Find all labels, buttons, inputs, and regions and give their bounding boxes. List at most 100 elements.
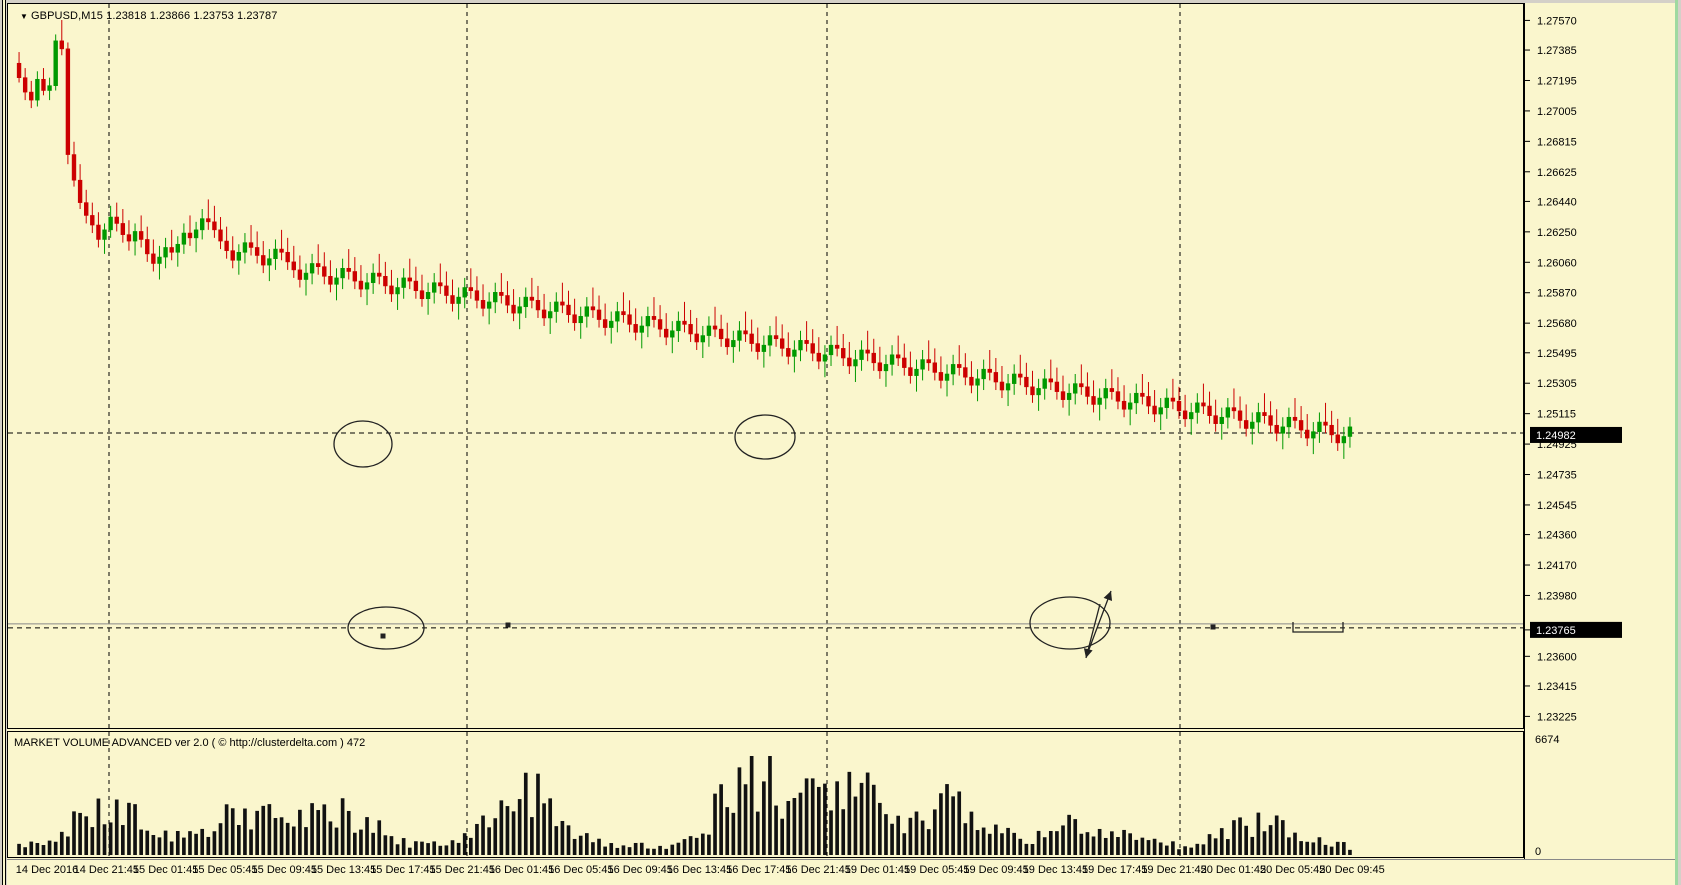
volume-bar: [1122, 829, 1126, 855]
volume-bar: [17, 843, 21, 855]
volume-bar: [816, 786, 821, 855]
volume-bar: [841, 809, 846, 855]
volume-bar: [1061, 825, 1065, 855]
volume-marker-3[interactable]: [1210, 624, 1216, 630]
volume-bar: [78, 812, 82, 855]
candle-body: [22, 77, 28, 93]
price-axis[interactable]: 1.27570 1.27385 1.27195 1.27005 1.26815 1.266…: [1524, 3, 1675, 859]
volume-bar: [450, 840, 455, 855]
price-chart-pane[interactable]: ▼ GBPUSD,M15 1.23818 1.23866 1.23753 1.23…: [7, 3, 1524, 729]
candle-body: [181, 232, 187, 245]
candle-body: [602, 319, 608, 328]
candle-body: [1115, 391, 1121, 402]
volume-bar: [627, 847, 632, 855]
volume-marker-1[interactable]: [380, 633, 386, 639]
volume-bar: [670, 844, 675, 855]
volume-marker-2[interactable]: [505, 622, 511, 628]
volume-bar: [249, 829, 253, 855]
volume-bar: [615, 847, 620, 855]
time-axis-label: 16 Dec 17:45: [726, 864, 792, 876]
time-axis-label: 16 Dec 01:45: [488, 864, 555, 876]
candle-body: [309, 263, 315, 274]
candle-body: [35, 78, 40, 101]
time-axis-label: 15 Dec 13:45: [310, 864, 377, 876]
candle-body: [1341, 436, 1347, 444]
volume-bar: [1158, 842, 1163, 855]
candle-body: [670, 330, 675, 338]
candle-body: [53, 40, 58, 86]
volume-bar: [1024, 843, 1029, 855]
volume-bar: [444, 845, 449, 855]
annotation-layer[interactable]: [333, 414, 1344, 659]
candle-body: [706, 325, 712, 336]
volume-bar: [1018, 838, 1023, 855]
swing-high-circle-2[interactable]: [734, 414, 796, 460]
candle-body: [1103, 388, 1108, 399]
candle-body: [560, 301, 565, 306]
volume-bar: [41, 845, 46, 855]
candlestick-series: [16, 20, 1353, 459]
volume-bar: [688, 836, 693, 855]
candle-body: [651, 316, 657, 320]
swing-low-circle-1[interactable]: [347, 606, 425, 650]
volume-bar: [1012, 832, 1017, 855]
volume-bar: [157, 837, 162, 855]
volume-bar: [1219, 828, 1224, 855]
chevron-down-icon[interactable]: ▼: [20, 11, 29, 21]
volume-bar: [530, 817, 534, 855]
volume-bar: [188, 831, 192, 855]
candle-body: [926, 359, 931, 364]
price-tick-label: 1.27005: [1537, 106, 1577, 118]
candle-body: [1109, 388, 1115, 392]
volume-bar: [468, 837, 473, 855]
volume-bar: [560, 820, 565, 855]
swing-high-circle-1[interactable]: [333, 420, 393, 468]
volume-bars: [17, 756, 1352, 855]
volume-bar: [908, 817, 913, 855]
volume-bar: [682, 839, 687, 855]
candle-body: [596, 309, 602, 320]
candle-body: [700, 335, 706, 343]
price-tick-label: 1.24545: [1537, 500, 1577, 512]
volume-bar: [1262, 831, 1267, 855]
volume-bar: [1110, 831, 1114, 855]
candle-body: [254, 247, 260, 256]
time-axis[interactable]: 14 Dec 2016 14 Dec 21:45 15 Dec 01:45 15 De…: [7, 859, 1675, 883]
window-left-border: [0, 0, 7, 885]
volume-bar: [133, 804, 137, 855]
candle-body: [1323, 421, 1328, 426]
volume-bar: [255, 810, 259, 855]
candle-body: [389, 285, 394, 295]
chart-symbol-ohlc: GBPUSD,M15 1.23818 1.23866 1.23753 1.237…: [31, 10, 278, 22]
candle-body: [505, 295, 510, 306]
volume-indicator-pane[interactable]: MARKET VOLUME ADVANCED ver 2.0 ( © http:…: [7, 731, 1524, 858]
candle-body: [1176, 400, 1182, 412]
volume-bar: [371, 832, 375, 855]
candle-body: [682, 320, 687, 325]
time-axis-label: 20 Dec 05:45: [1259, 864, 1326, 876]
swing-low-circle-2[interactable]: [1029, 596, 1111, 650]
candle-body: [370, 272, 376, 284]
candle-body: [1335, 434, 1340, 444]
buy-arrow[interactable]: [1087, 590, 1112, 653]
volume-bar: [487, 827, 491, 855]
candle-body: [511, 304, 516, 314]
candle-body: [908, 367, 913, 376]
candle-body: [859, 349, 864, 360]
volume-bar: [432, 841, 437, 855]
volume-bar: [920, 820, 925, 855]
volume-bar: [1329, 846, 1334, 855]
current-price-badge-0: [1530, 426, 1622, 443]
range-bracket[interactable]: [1292, 622, 1344, 633]
candle-body: [1347, 426, 1353, 437]
volume-bar: [1274, 815, 1279, 855]
time-axis-label: 16 Dec 09:45: [607, 864, 673, 876]
sell-arrow[interactable]: [1085, 603, 1101, 659]
volume-bar: [1305, 841, 1310, 855]
candle-body: [169, 247, 174, 253]
volume-bar: [84, 816, 89, 855]
candle-body: [1054, 381, 1060, 392]
volume-bar: [389, 836, 394, 855]
candle-body: [1127, 402, 1133, 410]
time-axis-label: 14 Dec 21:45: [73, 864, 140, 876]
